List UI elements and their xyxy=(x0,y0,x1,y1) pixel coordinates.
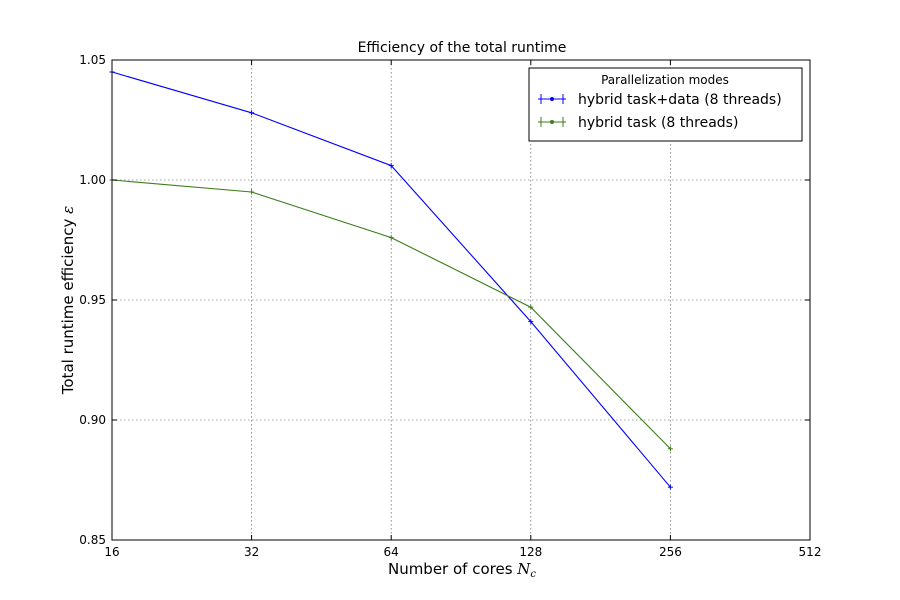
y-tick-label: 1.00 xyxy=(79,173,106,187)
x-tick-label: 128 xyxy=(519,545,542,559)
x-tick-label: 256 xyxy=(659,545,682,559)
y-tick-label: 1.05 xyxy=(79,53,106,67)
chart-title: Efficiency of the total runtime xyxy=(358,40,567,56)
legend-label-2: hybrid task (8 threads) xyxy=(578,115,738,131)
legend-title: Parallelization modes xyxy=(601,73,729,87)
series-layer xyxy=(109,69,673,490)
legend-items: hybrid task+data (8 threads) hybrid task … xyxy=(538,92,782,131)
x-tick-label: 32 xyxy=(244,545,259,559)
legend-marker-1 xyxy=(550,97,554,101)
legend: Parallelization modes hybrid task+data (… xyxy=(528,67,803,142)
y-tick-label: 0.85 xyxy=(79,533,106,547)
legend-marker-2 xyxy=(550,120,554,124)
x-tick-label: 16 xyxy=(104,545,119,559)
axis-ticks: 16 32 64 128 256 512 0.85 0.90 0.95 1.00 1.05 xyxy=(79,53,821,559)
y-tick-label: 0.90 xyxy=(79,413,106,427)
x-axis-title: Number of cores Nc xyxy=(388,560,536,580)
y-axis-title: Total runtime efficiency ε xyxy=(59,206,77,395)
legend-box xyxy=(528,67,803,142)
x-tick-label: 512 xyxy=(799,545,822,559)
x-tick-label: 64 xyxy=(384,545,399,559)
legend-label-1: hybrid task+data (8 threads) xyxy=(578,92,782,108)
y-tick-label: 0.95 xyxy=(79,293,106,307)
